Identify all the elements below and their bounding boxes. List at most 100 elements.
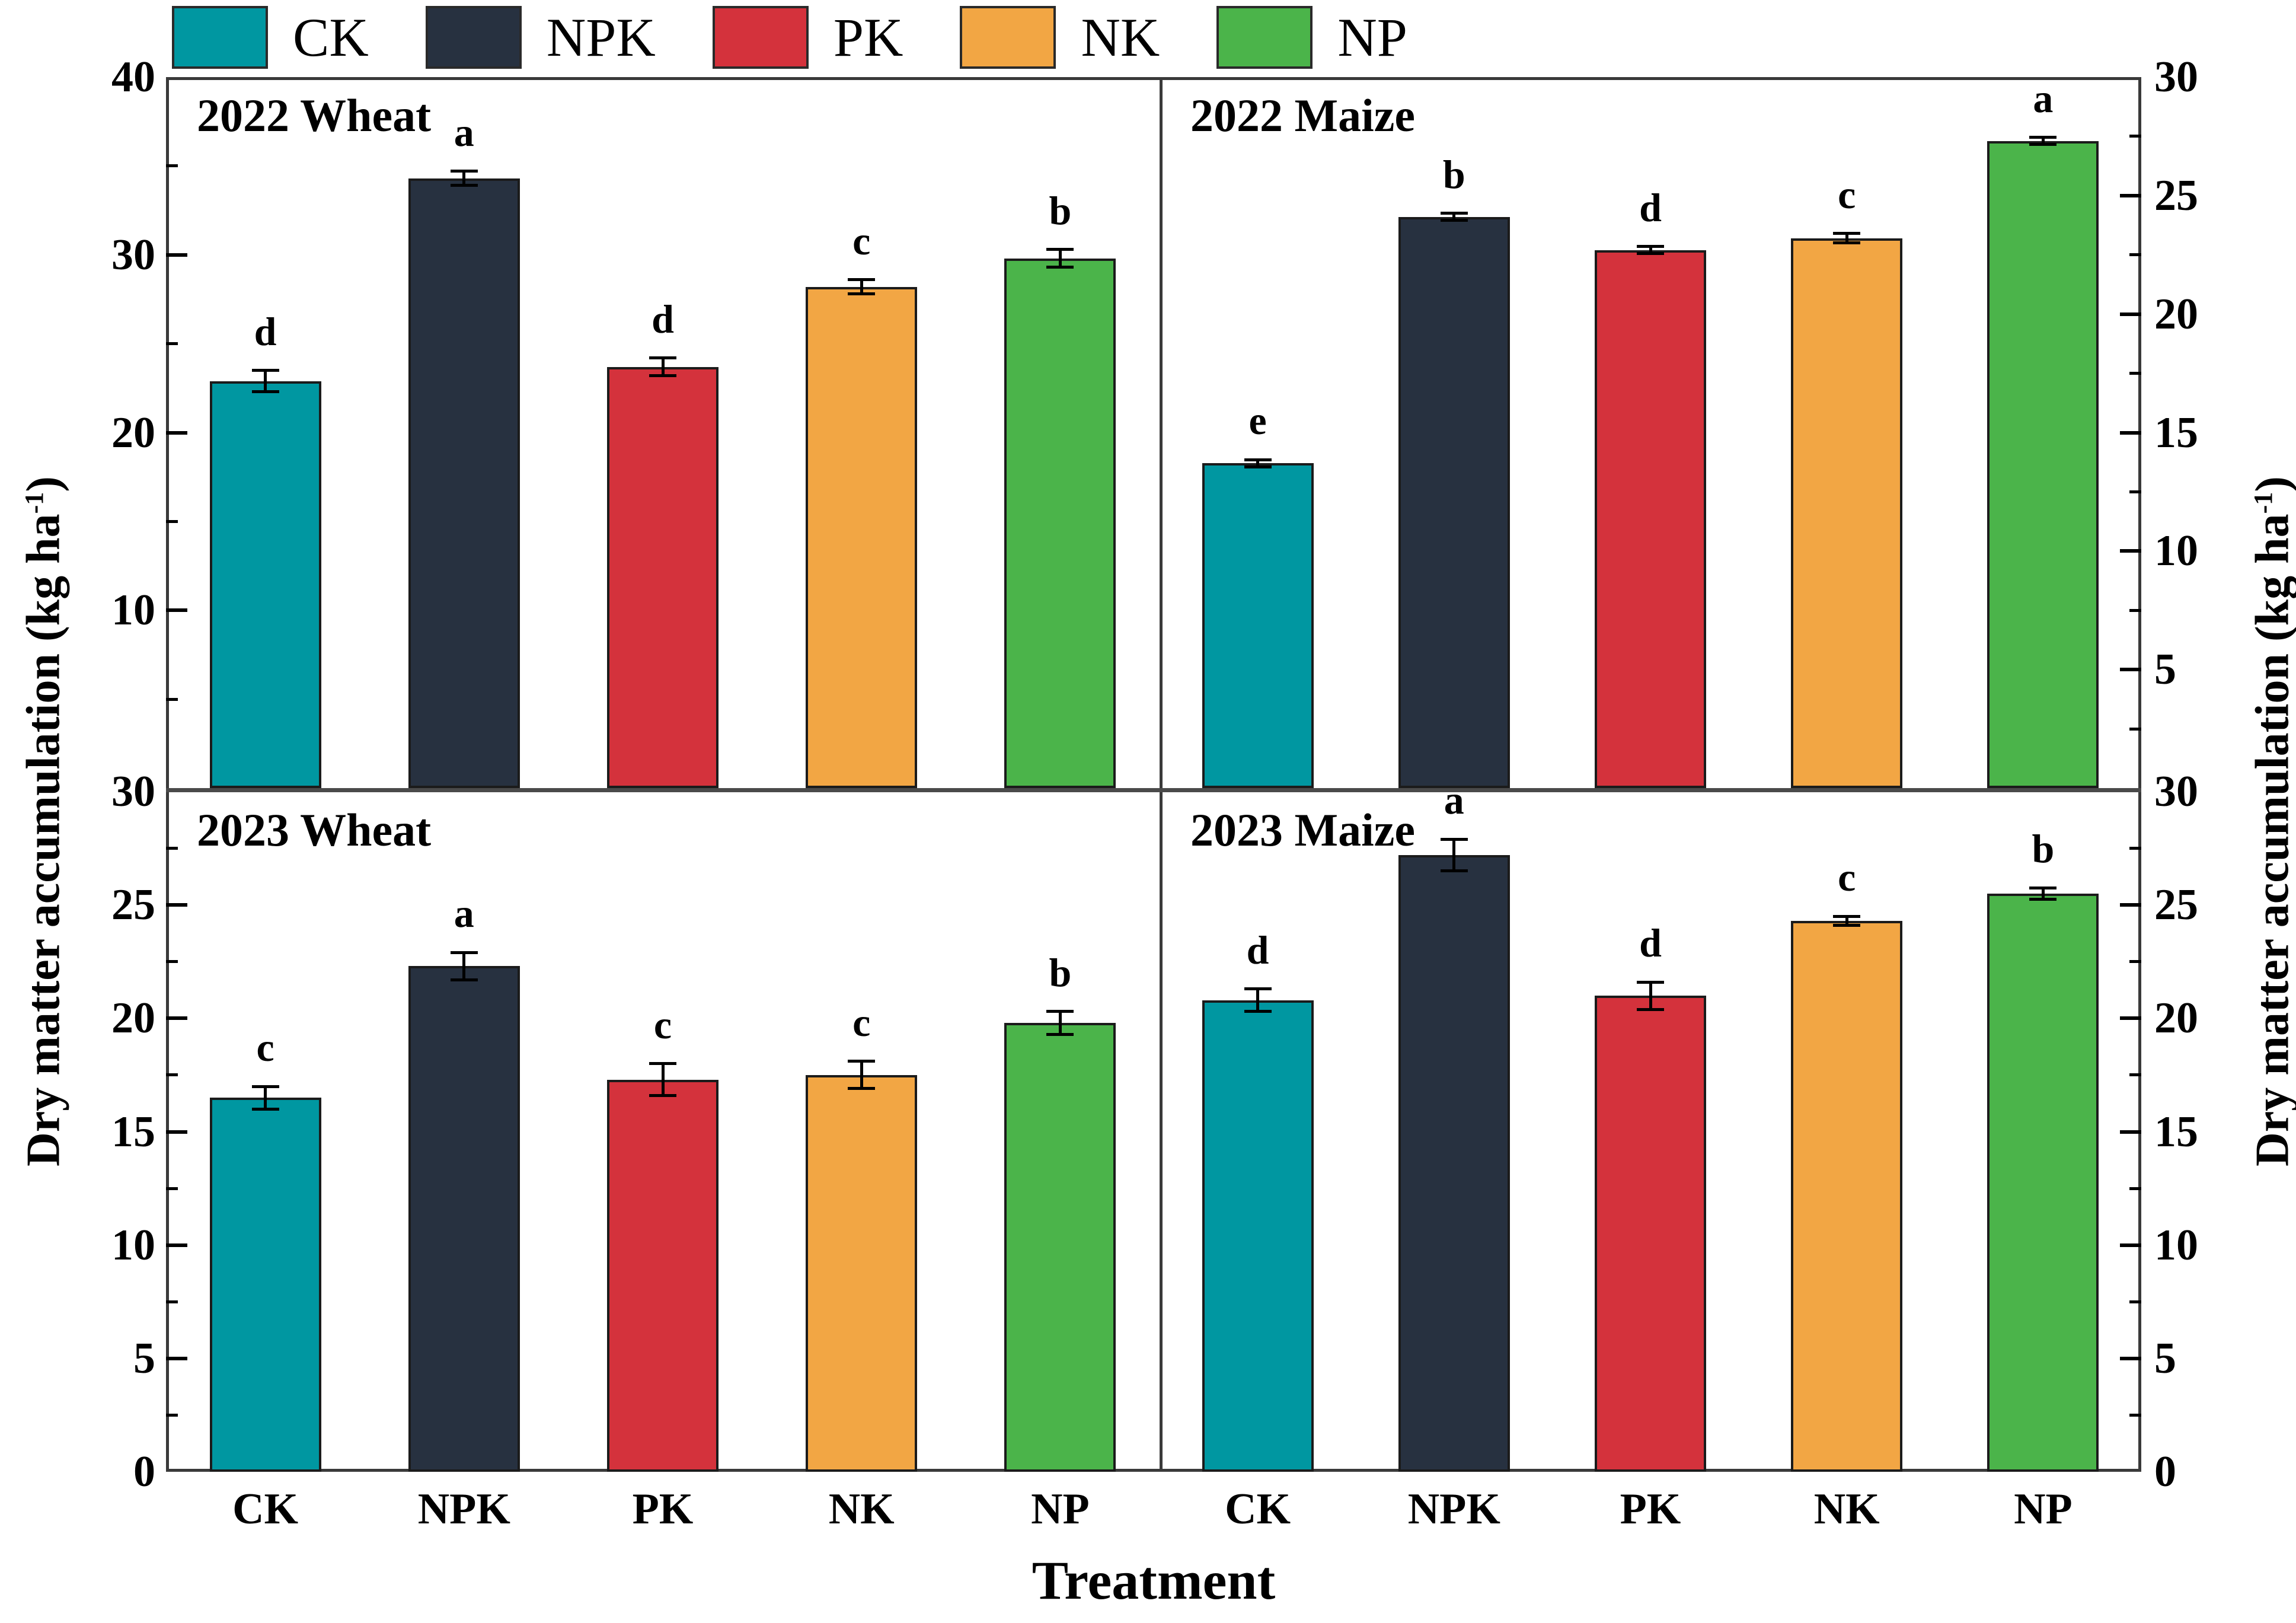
axis-label-2022-maize-30: 30 bbox=[2154, 53, 2198, 101]
bar-2023-wheat-ck bbox=[209, 1098, 321, 1472]
error-cap-bottom-2023-maize-ck bbox=[1244, 1010, 1272, 1013]
error-cap-top-2023-maize-npk bbox=[1440, 837, 1468, 841]
error-bar-2023-maize-nk bbox=[1845, 916, 1848, 926]
error-cap-top-2022-wheat-nk bbox=[848, 278, 876, 282]
error-cap-bottom-2022-wheat-ck bbox=[251, 390, 279, 394]
sig-letter-2022-wheat-npk: a bbox=[454, 109, 474, 155]
sig-letter-2023-maize-ck: d bbox=[1246, 927, 1269, 972]
error-cap-top-2022-wheat-npk bbox=[450, 170, 478, 173]
tick-2022-maize-22-5 bbox=[2129, 253, 2141, 257]
sig-letter-2023-wheat-np: b bbox=[1049, 949, 1072, 995]
error-bar-2023-wheat-ck bbox=[264, 1086, 267, 1109]
axis-label-2022-maize-10: 10 bbox=[2154, 527, 2198, 576]
axis-label-2023-maize-25: 25 bbox=[2154, 881, 2198, 930]
bar-2022-wheat-nk bbox=[806, 286, 918, 788]
error-cap-top-2023-maize-nk bbox=[1833, 914, 1861, 918]
panel-title-2023-maize: 2023 Maize bbox=[1190, 804, 1416, 856]
legend-swatch-pk bbox=[712, 6, 809, 69]
y-axis-label-right: Dry matter accumulation (kg ha-1) bbox=[2231, 139, 2296, 1503]
tick-2023-maize-2-5 bbox=[2129, 1413, 2141, 1417]
sig-letter-2022-maize-nk: c bbox=[1838, 171, 1856, 217]
error-bar-2023-maize-np bbox=[2041, 888, 2045, 900]
tick-2023-maize-27-5 bbox=[2129, 847, 2141, 850]
error-cap-bottom-2022-wheat-nk bbox=[848, 292, 876, 296]
tick-2023-maize-20 bbox=[2120, 1016, 2141, 1021]
axis-label-2023-maize-0: 0 bbox=[2154, 1447, 2176, 1496]
error-cap-bottom-2022-maize-ck bbox=[1244, 465, 1272, 468]
axis-label-2022-wheat-10: 10 bbox=[111, 586, 155, 635]
error-bar-2023-wheat-nk bbox=[860, 1061, 863, 1089]
tick-2022-maize-27-5 bbox=[2129, 135, 2141, 138]
panel-divider-horizontal bbox=[166, 788, 2141, 792]
error-bar-2022-maize-ck bbox=[1256, 460, 1260, 467]
tick-2023-wheat-10 bbox=[166, 1243, 187, 1247]
axis-label-2022-maize-5: 5 bbox=[2154, 645, 2176, 694]
error-bar-2022-maize-npk bbox=[1452, 213, 1456, 221]
axis-label-2023-wheat-10: 10 bbox=[111, 1220, 155, 1270]
tick-2023-wheat-27-5 bbox=[166, 847, 178, 850]
error-cap-bottom-2023-wheat-ck bbox=[251, 1107, 279, 1111]
sig-letter-2023-wheat-npk: a bbox=[454, 891, 474, 936]
error-cap-top-2022-wheat-pk bbox=[649, 356, 676, 360]
tick-2022-maize-7-5 bbox=[2129, 608, 2141, 612]
sig-letter-2022-wheat-nk: c bbox=[852, 218, 871, 263]
bar-2023-maize-npk bbox=[1398, 855, 1510, 1472]
axis-label-2023-wheat-15: 15 bbox=[111, 1107, 155, 1156]
axis-label-2022-wheat-20: 20 bbox=[111, 408, 155, 457]
panel-2023-maize: 2023 Maize d a d c b bbox=[1160, 780, 2141, 1472]
tick-2022-maize-5 bbox=[2120, 668, 2141, 672]
error-cap-bottom-2022-maize-np bbox=[2029, 143, 2057, 146]
sig-letter-2022-maize-ck: e bbox=[1248, 398, 1267, 444]
axis-label-2023-maize-15: 15 bbox=[2154, 1107, 2198, 1156]
axis-label-2022-wheat-40: 40 bbox=[111, 53, 155, 101]
tick-2023-maize-5 bbox=[2120, 1356, 2141, 1360]
axis-label-2023-maize-5: 5 bbox=[2154, 1334, 2176, 1383]
panel-title-2023-wheat: 2023 Wheat bbox=[197, 804, 432, 856]
sig-letter-2023-wheat-ck: c bbox=[256, 1025, 274, 1070]
sig-letter-2022-wheat-np: b bbox=[1049, 187, 1072, 233]
sig-letter-2022-wheat-ck: d bbox=[254, 308, 277, 354]
legend-item-pk: PK bbox=[712, 6, 903, 69]
legend-swatch-ck bbox=[172, 6, 268, 69]
error-bar-2023-wheat-np bbox=[1058, 1011, 1062, 1035]
legend-label-npk: NPK bbox=[546, 7, 656, 68]
tick-2022-maize-2-5 bbox=[2129, 727, 2141, 731]
tick-2022-wheat-5 bbox=[166, 697, 178, 701]
tick-2023-maize-12-5 bbox=[2129, 1187, 2141, 1190]
legend-swatch-nk bbox=[960, 6, 1056, 69]
error-cap-top-2023-wheat-np bbox=[1046, 1010, 1074, 1013]
category-label-right-nk: NK bbox=[1813, 1485, 1880, 1533]
error-cap-top-2022-maize-np bbox=[2029, 136, 2057, 139]
tick-2023-maize-15 bbox=[2120, 1130, 2141, 1134]
legend-item-nk: NK bbox=[960, 6, 1160, 69]
axis-label-2022-wheat-30: 30 bbox=[111, 230, 155, 279]
tick-2023-wheat-25 bbox=[166, 903, 187, 907]
category-label-right-pk: PK bbox=[1620, 1485, 1681, 1533]
error-cap-top-2022-wheat-ck bbox=[251, 369, 279, 372]
legend-label-nk: NK bbox=[1081, 7, 1160, 68]
tick-2022-wheat-10 bbox=[166, 608, 187, 613]
error-bar-2022-wheat-pk bbox=[661, 358, 665, 376]
legend-item-ck: CK bbox=[172, 6, 369, 69]
bar-2023-wheat-npk bbox=[408, 966, 520, 1472]
error-cap-bottom-2023-wheat-pk bbox=[649, 1093, 676, 1097]
axis-label-2023-wheat-0: 0 bbox=[133, 1447, 155, 1496]
error-cap-top-2022-maize-nk bbox=[1833, 232, 1861, 235]
category-label-left-pk: PK bbox=[632, 1485, 694, 1533]
axis-label-2023-maize-30: 30 bbox=[2154, 767, 2198, 816]
y-axis-label-right-close: ) bbox=[2246, 476, 2296, 492]
error-bar-2022-maize-pk bbox=[1649, 246, 1652, 254]
tick-2022-wheat-30 bbox=[166, 253, 187, 257]
tick-2022-maize-20 bbox=[2120, 312, 2141, 316]
error-cap-top-2023-wheat-pk bbox=[649, 1062, 676, 1066]
legend-item-npk: NPK bbox=[425, 6, 656, 69]
error-cap-bottom-2023-maize-np bbox=[2029, 898, 2057, 901]
sig-letter-2023-maize-npk: a bbox=[1444, 777, 1464, 823]
legend-label-pk: PK bbox=[833, 7, 903, 68]
error-cap-bottom-2022-wheat-npk bbox=[450, 184, 478, 187]
legend: CK NPK PK NK NP bbox=[172, 6, 1407, 69]
category-label-right-ck: CK bbox=[1225, 1485, 1291, 1533]
error-cap-bottom-2022-wheat-pk bbox=[649, 374, 676, 378]
sig-letter-2023-maize-nk: c bbox=[1838, 854, 1856, 900]
bar-2023-maize-np bbox=[1987, 894, 2099, 1472]
